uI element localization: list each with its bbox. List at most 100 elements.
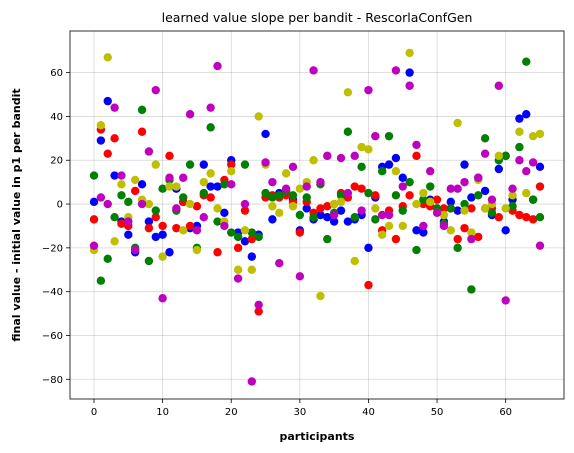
y-tick-label: 20 — [50, 156, 63, 167]
data-point — [138, 106, 146, 114]
data-point — [323, 235, 331, 243]
data-point — [234, 266, 242, 274]
data-point — [419, 222, 427, 230]
data-point — [385, 160, 393, 168]
data-point — [254, 301, 262, 309]
data-point — [522, 167, 530, 175]
data-point — [344, 189, 352, 197]
x-axis-label: participants — [280, 430, 355, 443]
x-tick-label: 40 — [362, 407, 375, 418]
data-point — [289, 191, 297, 199]
data-point — [364, 281, 372, 289]
data-point — [282, 185, 290, 193]
data-point — [158, 252, 166, 260]
data-point — [97, 277, 105, 285]
data-point — [419, 189, 427, 197]
data-point — [357, 163, 365, 171]
data-point — [501, 204, 509, 212]
data-point — [158, 222, 166, 230]
data-point — [261, 130, 269, 138]
x-tick-label: 0 — [91, 407, 97, 418]
data-point — [97, 121, 105, 129]
x-tick-label: 20 — [225, 407, 238, 418]
data-point — [131, 246, 139, 254]
data-point — [405, 68, 413, 76]
data-point — [152, 206, 160, 214]
data-point — [364, 189, 372, 197]
data-point — [529, 195, 537, 203]
data-point — [124, 217, 132, 225]
data-point — [124, 231, 132, 239]
data-point — [248, 377, 256, 385]
data-point — [467, 285, 475, 293]
data-point — [392, 167, 400, 175]
data-point — [474, 191, 482, 199]
data-point — [453, 235, 461, 243]
data-point — [206, 103, 214, 111]
data-point — [453, 185, 461, 193]
data-point — [268, 202, 276, 210]
data-point — [172, 204, 180, 212]
data-point — [364, 244, 372, 252]
data-point — [522, 189, 530, 197]
data-point — [405, 82, 413, 90]
data-point — [309, 66, 317, 74]
x-tick-label: 60 — [499, 407, 512, 418]
y-tick-label: −60 — [42, 331, 63, 342]
data-point — [501, 226, 509, 234]
data-point — [392, 154, 400, 162]
data-point — [303, 182, 311, 190]
data-point — [405, 49, 413, 57]
data-point — [364, 86, 372, 94]
data-point — [234, 233, 242, 241]
data-point — [261, 158, 269, 166]
data-point — [536, 213, 544, 221]
data-point — [165, 174, 173, 182]
data-point — [206, 169, 214, 177]
data-point — [275, 259, 283, 267]
data-point — [426, 198, 434, 206]
data-point — [110, 103, 118, 111]
data-point — [193, 246, 201, 254]
data-point — [186, 110, 194, 118]
data-point — [385, 211, 393, 219]
data-point — [467, 235, 475, 243]
data-point — [104, 149, 112, 157]
data-point — [351, 213, 359, 221]
data-point — [227, 167, 235, 175]
data-point — [378, 167, 386, 175]
data-point — [460, 160, 468, 168]
data-point — [447, 204, 455, 212]
data-point — [344, 88, 352, 96]
data-point — [296, 211, 304, 219]
data-point — [426, 182, 434, 190]
data-point — [90, 171, 98, 179]
data-point — [97, 193, 105, 201]
data-point — [392, 66, 400, 74]
data-point — [536, 130, 544, 138]
data-point — [213, 62, 221, 70]
data-point — [90, 215, 98, 223]
data-point — [344, 128, 352, 136]
data-point — [131, 176, 139, 184]
data-point — [213, 204, 221, 212]
data-point — [248, 252, 256, 260]
data-point — [515, 128, 523, 136]
data-point — [536, 182, 544, 190]
data-point — [351, 152, 359, 160]
data-point — [152, 86, 160, 94]
data-point — [206, 123, 214, 131]
data-point — [399, 182, 407, 190]
data-point — [179, 174, 187, 182]
x-tick-label: 50 — [431, 407, 444, 418]
data-point — [316, 292, 324, 300]
y-tick-label: −20 — [42, 243, 63, 254]
data-point — [254, 112, 262, 120]
y-tick-label: −40 — [42, 287, 63, 298]
data-point — [248, 266, 256, 274]
data-point — [158, 231, 166, 239]
y-tick-label: −80 — [42, 375, 63, 386]
data-point — [303, 193, 311, 201]
data-point — [97, 136, 105, 144]
